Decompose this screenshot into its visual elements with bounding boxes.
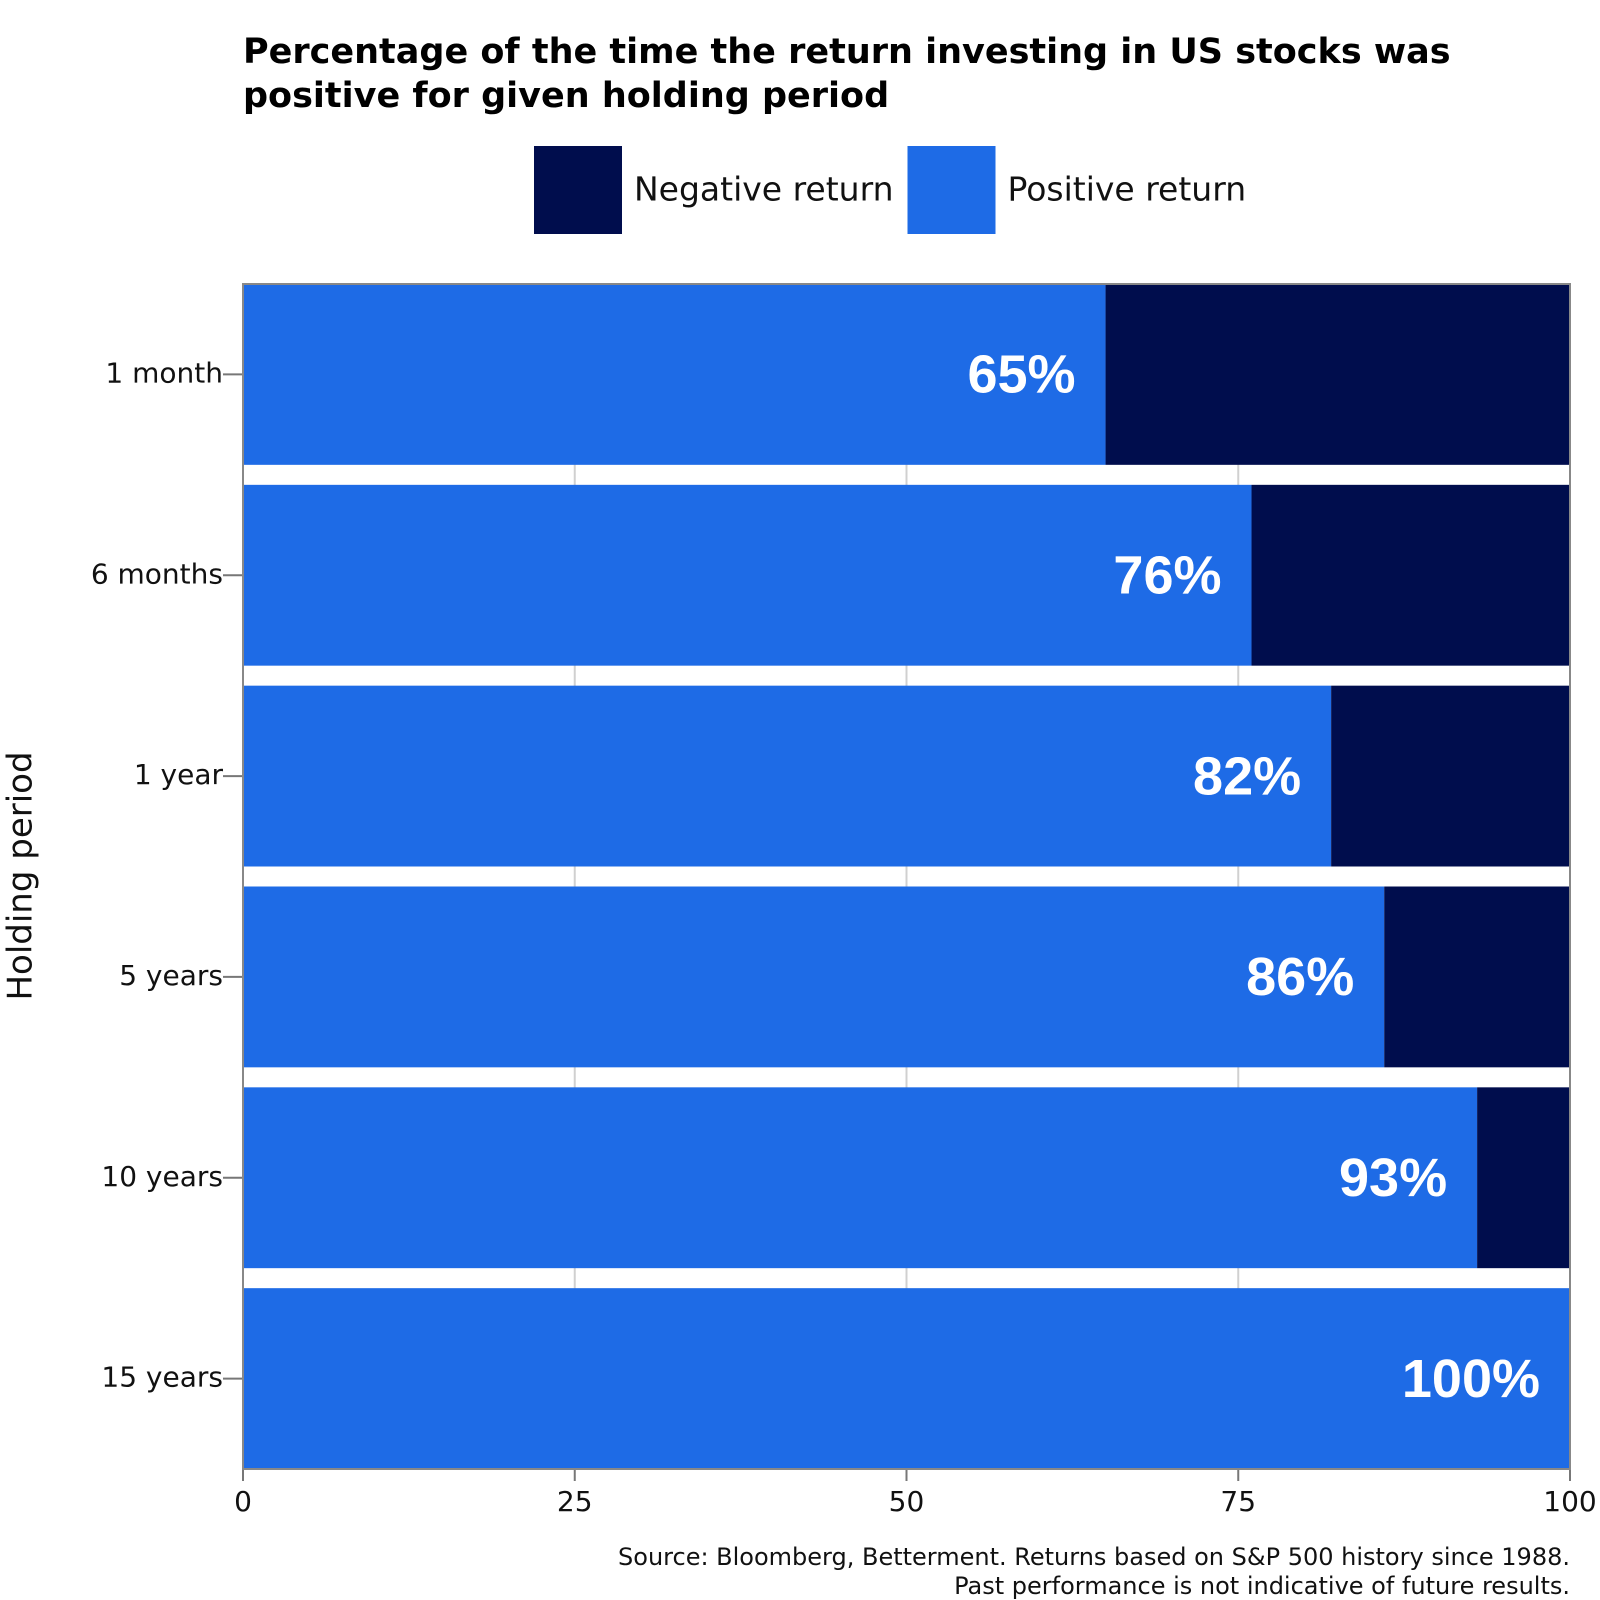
- x-tick-label: 25: [557, 1485, 593, 1518]
- legend-swatch: [534, 146, 622, 234]
- plot-frame: [242, 283, 1571, 1470]
- y-tick-label: 1 month: [105, 356, 223, 389]
- bar-segment: [243, 484, 1252, 666]
- y-tick-label: 1 year: [134, 758, 224, 791]
- x-tick-label: 50: [889, 1485, 925, 1518]
- y-tick-label: 6 months: [91, 557, 223, 590]
- bar-segment: [1105, 284, 1570, 465]
- value-label: 93%: [1339, 1148, 1447, 1208]
- bar-segment: [243, 1087, 1478, 1269]
- legend-swatch: [907, 146, 996, 234]
- x-tick-label: 100: [1543, 1485, 1596, 1518]
- footnote: Past performance is not indicative of fu…: [954, 1572, 1570, 1600]
- legend-label: Positive return: [1008, 170, 1247, 209]
- chart-title: Percentage of the time the return invest…: [243, 32, 1451, 116]
- x-tick-label: 75: [1220, 1485, 1256, 1518]
- value-label: 76%: [1113, 546, 1221, 606]
- bar-segment: [1251, 484, 1570, 666]
- value-label: 100%: [1402, 1349, 1540, 1409]
- y-tick-label: 15 years: [101, 1361, 223, 1394]
- footnote: Source: Bloomberg, Betterment. Returns b…: [618, 1543, 1570, 1571]
- bar-segment: [243, 284, 1106, 465]
- bar-segment: [1331, 685, 1570, 867]
- y-axis-label: Holding period: [1, 751, 41, 1000]
- legend-label: Negative return: [634, 170, 894, 209]
- bar-segment: [1477, 1087, 1570, 1269]
- y-tick-label: 10 years: [101, 1160, 223, 1193]
- bar-segment: [1384, 886, 1570, 1068]
- bar-segment: [243, 1288, 1570, 1469]
- bar-segment: [243, 886, 1385, 1068]
- bar-segment: [243, 685, 1332, 867]
- value-label: 82%: [1193, 746, 1301, 806]
- value-label: 86%: [1246, 947, 1354, 1007]
- x-tick-label: 0: [234, 1485, 252, 1518]
- y-tick-label: 5 years: [119, 959, 223, 992]
- value-label: 65%: [967, 345, 1075, 405]
